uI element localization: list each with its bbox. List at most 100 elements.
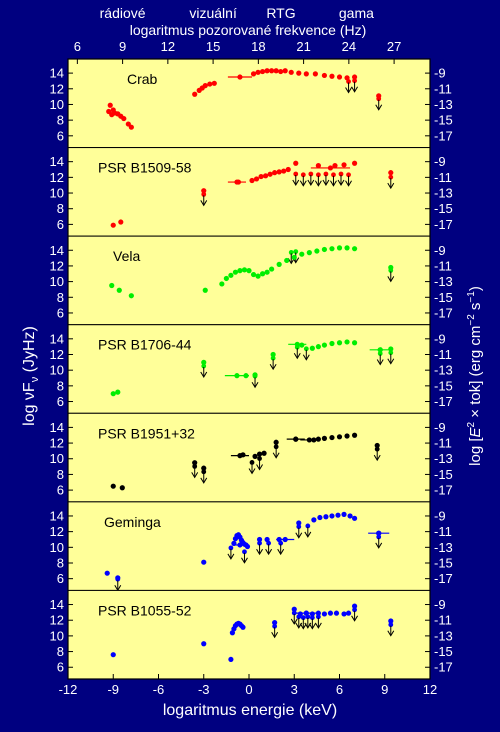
y-right-tick-label: -11 (434, 613, 452, 628)
data-point (110, 652, 116, 658)
upper-limit-arrowhead (227, 553, 235, 560)
upper-limit-point (228, 545, 234, 551)
data-point (351, 603, 358, 609)
data-point (121, 115, 127, 122)
upper-limit-arrowhead (302, 354, 310, 361)
data-point (299, 251, 305, 257)
data-point (376, 93, 382, 99)
y-right-tick-label: -13 (434, 274, 453, 289)
data-point (276, 169, 282, 175)
data-point (336, 340, 343, 346)
data-point (201, 465, 207, 471)
y-left-tick-label: 12 (50, 613, 64, 628)
upper-limit-point (270, 355, 276, 361)
y-right-tick-label: -17 (434, 483, 453, 498)
y-left-tick-label: 14 (50, 420, 64, 435)
y-right-tick-label: -13 (434, 363, 453, 378)
y-right-tick-label: -17 (434, 305, 453, 320)
data-point (240, 624, 246, 630)
data-point (261, 450, 267, 456)
data-point (252, 453, 258, 459)
y-left-tick-label: 10 (50, 451, 64, 466)
data-point (270, 351, 276, 358)
x-axis-bottom-label: logaritmus energie (keV) (163, 702, 337, 719)
data-point (235, 179, 242, 185)
y-right-tick-label: -11 (434, 436, 452, 451)
data-point (110, 391, 116, 397)
data-point (315, 436, 321, 442)
data-point (321, 435, 328, 441)
x-bottom-tick-label: 0 (245, 682, 252, 697)
data-point (237, 268, 243, 274)
data-point (243, 373, 249, 379)
upper-limit-arrowhead (200, 371, 208, 379)
y-right-tick-label: -13 (434, 451, 453, 466)
y-right-tick-label: -9 (434, 597, 446, 612)
y-left-tick-label: 12 (50, 436, 64, 451)
data-point (255, 69, 261, 75)
upper-limit-arrowhead (376, 359, 384, 366)
upper-limit-point (201, 191, 207, 197)
upper-limit-arrowhead (345, 180, 352, 187)
data-point (282, 68, 288, 74)
x-top-tick-label: 9 (119, 39, 126, 54)
data-point (264, 536, 270, 543)
data-point (296, 70, 302, 76)
data-point (115, 575, 121, 581)
y-right-tick-label: -11 (434, 524, 452, 539)
data-point (329, 340, 335, 347)
band-label: rádiové (100, 5, 146, 21)
data-point (256, 451, 263, 457)
upper-limit-point (374, 446, 380, 452)
data-point (303, 71, 309, 77)
y-right-tick-label: -13 (434, 186, 453, 201)
data-point (252, 372, 258, 378)
data-point (351, 160, 358, 166)
y-left-tick-label: 6 (57, 571, 64, 586)
data-point (341, 611, 347, 617)
data-point (202, 287, 208, 293)
data-point (341, 511, 347, 517)
data-point (264, 68, 270, 74)
x-bottom-tick-label: 6 (336, 682, 343, 697)
y-left-tick-label: 6 (57, 305, 64, 320)
data-point (267, 171, 273, 177)
y-right-tick-label: -9 (434, 154, 446, 169)
upper-limit-arrowhead (314, 622, 322, 629)
data-point (333, 610, 340, 616)
data-point (314, 248, 320, 254)
y-right-tick-label: -11 (434, 258, 452, 273)
y-left-tick-label: 14 (50, 508, 64, 523)
upper-limit-arrowhead (387, 276, 395, 283)
data-point (272, 619, 278, 626)
data-point (374, 442, 380, 449)
data-point (309, 611, 315, 617)
data-point (347, 513, 353, 519)
upper-limit-point (273, 444, 279, 450)
upper-limit-point (388, 174, 394, 180)
upper-limit-arrowhead (387, 182, 395, 190)
data-point (351, 340, 358, 346)
y-right-tick-label: -17 (434, 394, 453, 409)
data-point (253, 176, 260, 182)
upper-limit-arrowhead (200, 477, 208, 484)
y-left-tick-label: 14 (50, 66, 64, 81)
data-point (201, 559, 207, 565)
panel-label: Vela (113, 248, 140, 264)
data-point (321, 72, 328, 79)
data-point (249, 177, 255, 184)
upper-limit-arrowhead (277, 548, 285, 556)
data-point (192, 460, 198, 466)
panel-label: PSR B1509-58 (98, 160, 192, 176)
upper-limit-point (201, 469, 207, 475)
data-point (344, 245, 350, 251)
upper-limit-arrowhead (191, 472, 199, 479)
upper-limit-point (293, 171, 299, 177)
upper-limit-arrowhead (299, 623, 307, 630)
upper-limit-point (242, 549, 247, 555)
y-right-tick-label: -15 (434, 201, 453, 216)
data-point (109, 282, 115, 289)
data-point (311, 437, 317, 443)
